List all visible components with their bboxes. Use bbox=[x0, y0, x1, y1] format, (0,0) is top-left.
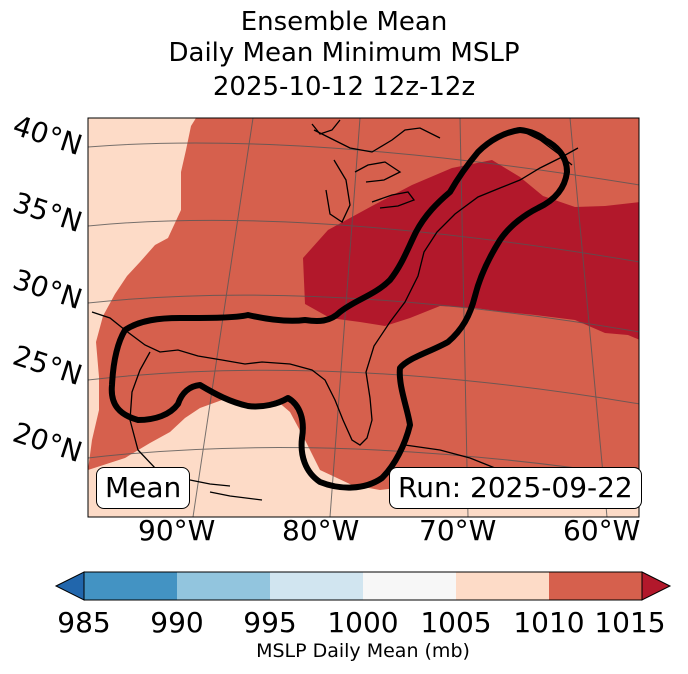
pressure-region-above-1015 bbox=[303, 160, 639, 340]
map-field bbox=[88, 118, 639, 517]
colorbar-under-triangle bbox=[54, 571, 85, 601]
coastlines bbox=[91, 119, 579, 501]
colorbar-label: MSLP Daily Mean (mb) bbox=[256, 640, 470, 662]
pressure-region-1005-1010-south bbox=[88, 400, 639, 517]
lon-label-80: 80°W bbox=[282, 514, 360, 547]
colorbar-bin-1010-1015 bbox=[549, 572, 642, 600]
colorbar-tick-985: 985 bbox=[57, 606, 111, 639]
colorbar-tick-1000: 1000 bbox=[327, 606, 399, 639]
map-frame bbox=[87, 117, 640, 518]
mean-label: Mean bbox=[96, 467, 191, 509]
title-line-3: 2025-10-12 12z-12z bbox=[212, 72, 476, 102]
colorbar-bin-995-1000 bbox=[270, 572, 363, 600]
colorbar-bin-990-995 bbox=[177, 572, 270, 600]
lon-label-70: 70°W bbox=[419, 514, 497, 547]
colorbar-bin-1005-1010 bbox=[456, 572, 549, 600]
colorbar-tick-1005: 1005 bbox=[420, 606, 492, 639]
colorbar-tick-990: 990 bbox=[150, 606, 204, 639]
colorbar-bin-1000-1005 bbox=[363, 572, 456, 600]
graticule bbox=[88, 118, 639, 517]
colorbar-tick-995: 995 bbox=[243, 606, 297, 639]
lon-label-90: 90°W bbox=[138, 514, 216, 547]
title-line-1: Ensemble Mean bbox=[240, 7, 448, 37]
colorbar-over-triangle bbox=[641, 571, 672, 601]
colorbar-tick-1015: 1015 bbox=[594, 606, 666, 639]
outlook-contour bbox=[108, 127, 570, 491]
run-label: Run: 2025-09-22 bbox=[389, 467, 642, 509]
lon-label-60: 60°W bbox=[563, 514, 641, 547]
title-line-2: Daily Mean Minimum MSLP bbox=[168, 38, 520, 68]
colorbar-bin-985-990 bbox=[84, 572, 177, 600]
colorbar-tick-1010: 1010 bbox=[513, 606, 585, 639]
colorbar-frame bbox=[83, 571, 643, 601]
pressure-region-1005-1010-west bbox=[88, 118, 196, 470]
